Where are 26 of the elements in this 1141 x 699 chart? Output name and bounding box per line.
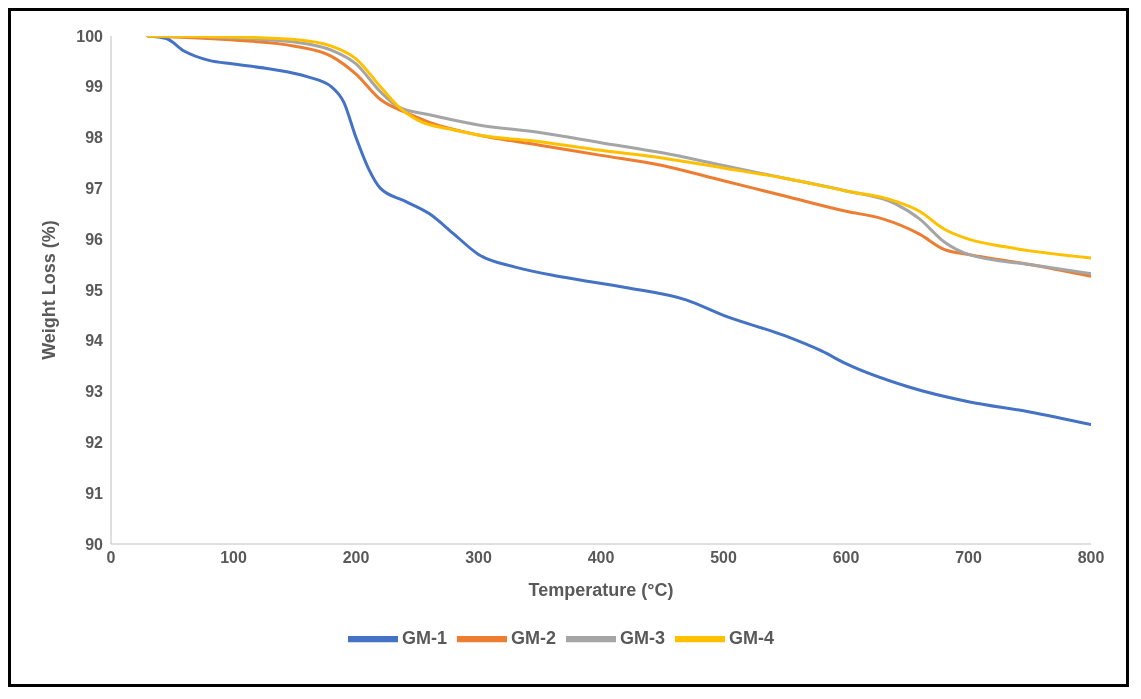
x-tick-label: 100 [220, 549, 247, 567]
legend-label: GM-4 [729, 627, 774, 648]
x-tick-label: 600 [832, 549, 860, 567]
x-tick-label: 400 [587, 549, 615, 567]
x-tick-label: 700 [955, 549, 982, 567]
y-tick-label: 90 [85, 535, 104, 553]
legend-label: GM-2 [511, 627, 556, 648]
y-tick-label: 93 [85, 383, 104, 401]
legend-label: GM-1 [402, 627, 447, 648]
x-tick-label: 300 [465, 549, 492, 567]
x-tick-label: 0 [106, 549, 116, 567]
x-tick-label: 200 [342, 549, 370, 567]
y-tick-label: 100 [76, 27, 104, 45]
x-tick-label: 800 [1077, 549, 1105, 567]
y-axis-title: Weight Loss (%) [39, 220, 60, 360]
y-tick-label: 96 [85, 230, 104, 248]
y-tick-label: 95 [85, 281, 104, 299]
y-tick-label: 92 [85, 434, 104, 452]
y-tick-label: 94 [85, 332, 104, 350]
y-tick-label: 91 [85, 484, 104, 502]
x-tick-label: 500 [710, 549, 737, 567]
y-tick-label: 97 [85, 180, 104, 198]
y-tick-label: 98 [85, 129, 104, 147]
x-axis-title: Temperature (°C) [528, 580, 674, 600]
legend-label: GM-3 [620, 627, 665, 648]
y-tick-label: 99 [85, 78, 104, 96]
